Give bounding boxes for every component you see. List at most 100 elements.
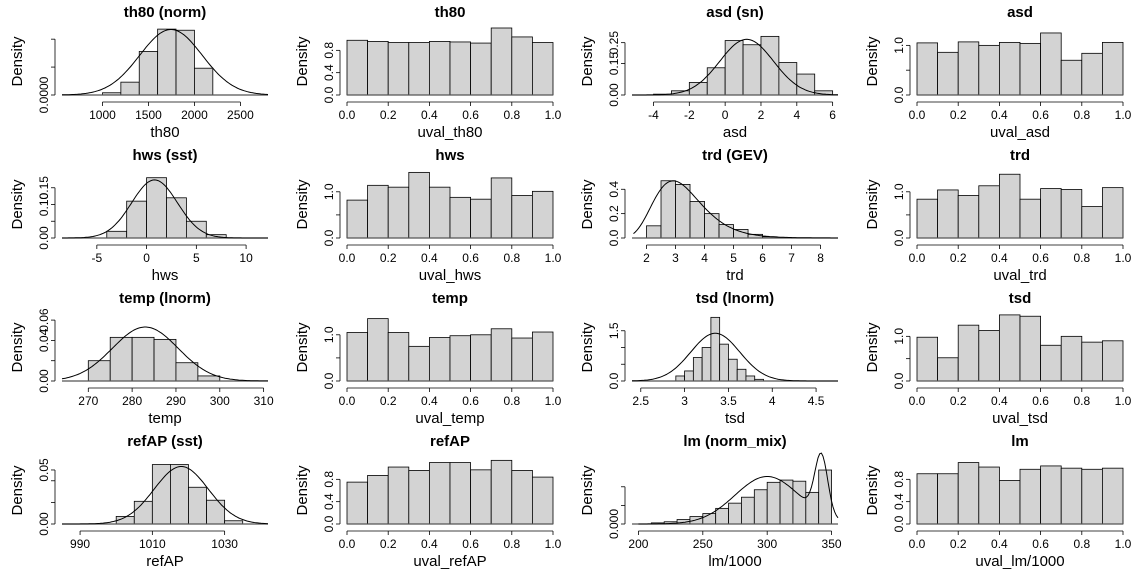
x-tick-label: 4	[769, 394, 776, 408]
y-tick-label: 0.00	[607, 83, 621, 107]
histogram-bar	[511, 470, 533, 525]
histogram-panel-uval_asd: asd 0.0 0.2 0.4 0.6 0.8 1.0 uval_asd 0.0 1.0 Densi…	[855, 0, 1140, 143]
histogram-panel-uval_temp: temp 0.0 0.2 0.4 0.6 0.8 1.0 uval_temp 0.0 1.0 Den…	[285, 286, 570, 429]
histogram-bar	[779, 479, 794, 525]
x-tick-label: 0.2	[950, 251, 967, 265]
histogram-bar	[470, 42, 492, 96]
y-tick-label: 0.0	[322, 372, 336, 389]
histogram-bar	[131, 336, 155, 382]
histogram-panel-lm_norm_mix: lm (norm_mix) 200 250 300 350 lm/1000 0.000 Den…	[570, 429, 855, 572]
y-axis-label: Density	[864, 179, 881, 230]
histogram-bar	[671, 90, 690, 96]
y-tick-label: 1.0	[892, 37, 906, 54]
x-tick-label: 4	[793, 108, 800, 122]
histogram-panel-uval_lm: lm 0.0 0.2 0.4 0.6 0.8 1.0 uval_lm/1000 0.0 0.4 0.…	[855, 429, 1140, 572]
histogram-bar	[470, 334, 492, 382]
histogram-bar	[760, 35, 780, 96]
histogram-bar	[511, 195, 533, 239]
x-tick-label: 250	[693, 537, 713, 551]
histogram-bar	[531, 42, 554, 96]
x-axis-label: uval_asd	[990, 124, 1050, 141]
y-tick-label: 0.4	[892, 493, 906, 510]
histogram-bar	[197, 375, 221, 382]
y-axis-label: Density	[864, 322, 881, 373]
x-tick-label: 350	[822, 537, 842, 551]
histogram-bar	[346, 332, 369, 382]
x-tick-label: 0.0	[909, 108, 926, 122]
x-axis-label: trd	[726, 267, 744, 284]
histogram-bar	[675, 184, 691, 239]
histogram-bar	[704, 213, 720, 239]
histogram-bar	[998, 41, 1021, 96]
x-tick-label: 200	[628, 537, 648, 551]
histogram-bar	[1040, 188, 1062, 239]
histogram-bar	[689, 201, 705, 239]
histogram-bar	[1040, 344, 1062, 382]
histogram-svg: th80 0.0 0.2 0.4 0.6 0.8 1.0 uval_th80 0.0 0.4 0.8…	[294, 4, 562, 141]
x-axis-label: asd	[723, 124, 747, 141]
x-tick-label: 1000	[89, 108, 116, 122]
x-tick-label: 0.4	[991, 537, 1008, 551]
histogram-panel-refAP_sst: refAP (sst) 990 1010 1030 refAP 0.00 0.05 Densi…	[0, 429, 285, 572]
histogram-bar	[490, 177, 513, 239]
chart-title: asd (sn)	[706, 4, 764, 21]
x-tick-label: 0.0	[339, 537, 356, 551]
chart-title: tsd (lnorm)	[696, 290, 774, 307]
y-tick-label: 0.4	[322, 493, 336, 510]
x-tick-label: 0.8	[503, 537, 520, 551]
histogram-bar	[120, 81, 140, 96]
x-tick-label: 0.6	[462, 537, 479, 551]
histogram-bar	[408, 171, 430, 239]
chart-title: th80	[435, 4, 466, 21]
histogram-svg: trd (GEV) 2 3 4 5 6 7 8 trd 0.0 0.2 0.4 Density	[579, 147, 838, 284]
chart-title: temp	[432, 290, 468, 307]
histogram-svg: temp (lnorm) 270 280 290 300 310 temp 0.00 0.040…	[9, 290, 274, 427]
x-axis-label: lm/1000	[708, 553, 761, 570]
y-tick-label: 0.8	[322, 471, 336, 488]
histogram-bar	[133, 500, 153, 525]
histogram-svg: hws (sst) -5 0 5 10 hws 0.00 0.100.15 Density	[9, 147, 268, 284]
x-tick-label: 7	[788, 251, 795, 265]
histogram-bar	[1019, 468, 1042, 525]
histogram-svg: asd 0.0 0.2 0.4 0.6 0.8 1.0 uval_asd 0.0 1.0 Densi…	[864, 4, 1132, 141]
histogram-bar	[957, 462, 980, 525]
histogram-bar	[1060, 335, 1083, 382]
histogram-bar	[408, 42, 430, 96]
y-tick-label: 1.0	[892, 183, 906, 200]
histogram-bar	[408, 470, 430, 525]
x-tick-label: 0.2	[950, 537, 967, 551]
histogram-bar	[511, 337, 533, 382]
histogram-bar	[367, 318, 389, 382]
y-axis-label: Density	[294, 465, 311, 516]
histogram-bar	[805, 491, 820, 525]
y-axis-label: Density	[294, 179, 311, 230]
x-tick-label: 1.0	[1115, 108, 1132, 122]
histogram-bar	[719, 343, 729, 382]
histogram-bar	[470, 469, 492, 525]
histogram-bar	[449, 196, 472, 239]
histogram-bar	[937, 51, 959, 96]
histogram-bar	[1081, 206, 1103, 239]
histogram-bar	[766, 481, 781, 525]
x-tick-label: 0.6	[1032, 108, 1049, 122]
x-tick-label: 310	[254, 394, 274, 408]
x-tick-label: 0.6	[1032, 251, 1049, 265]
y-tick-label: 0.00	[37, 512, 51, 536]
histogram-bar	[470, 198, 492, 239]
histogram-panel-uval_hws: hws 0.0 0.2 0.4 0.6 0.8 1.0 uval_hws 0.0 1.0 Densi…	[285, 143, 570, 286]
x-tick-label: 0.8	[503, 251, 520, 265]
histogram-bar	[188, 486, 207, 525]
x-axis-label: uval_temp	[415, 410, 484, 427]
y-axis-label: Density	[579, 36, 596, 87]
histogram-bar	[818, 469, 832, 525]
histogram-bar	[346, 481, 369, 525]
histogram-bar	[449, 462, 472, 525]
histogram-bar	[126, 200, 147, 239]
histogram-bar	[736, 368, 747, 382]
histogram-bar	[724, 40, 744, 96]
x-tick-label: 0.4	[421, 537, 438, 551]
chart-title: tsd	[1009, 290, 1032, 307]
chart-title: temp (lnorm)	[119, 290, 211, 307]
y-tick-label: 0.4	[322, 64, 336, 81]
